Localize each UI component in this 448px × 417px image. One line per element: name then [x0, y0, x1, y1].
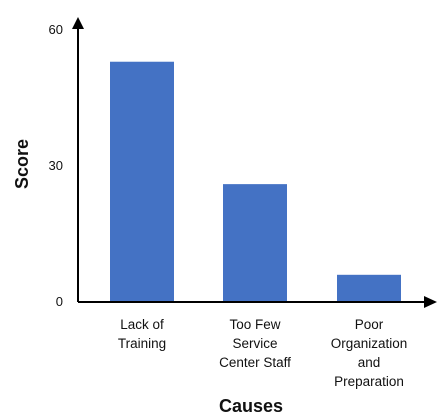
- y-tick-label: 30: [49, 158, 63, 173]
- y-tick-label: 60: [49, 22, 63, 37]
- x-axis-arrowhead: [424, 296, 437, 308]
- bar-1: [110, 61, 174, 302]
- bar-3: [337, 274, 401, 302]
- x-category-label: Poor Organization and Preparation: [331, 317, 408, 389]
- y-axis-arrowhead: [72, 17, 84, 29]
- bar-2: [223, 184, 287, 302]
- x-axis-title: Causes: [219, 396, 283, 416]
- bars-group: [110, 61, 401, 302]
- y-axis-title: Score: [12, 139, 32, 189]
- y-ticks-group: 0 30 60: [49, 22, 63, 309]
- x-category-label: Too Few Service Center Staff: [219, 317, 291, 370]
- x-categories-group: Lack of Training Too Few Service Center Staf…: [118, 317, 407, 389]
- y-tick-label: 0: [56, 294, 63, 309]
- x-category-label: Lack of Training: [118, 317, 166, 351]
